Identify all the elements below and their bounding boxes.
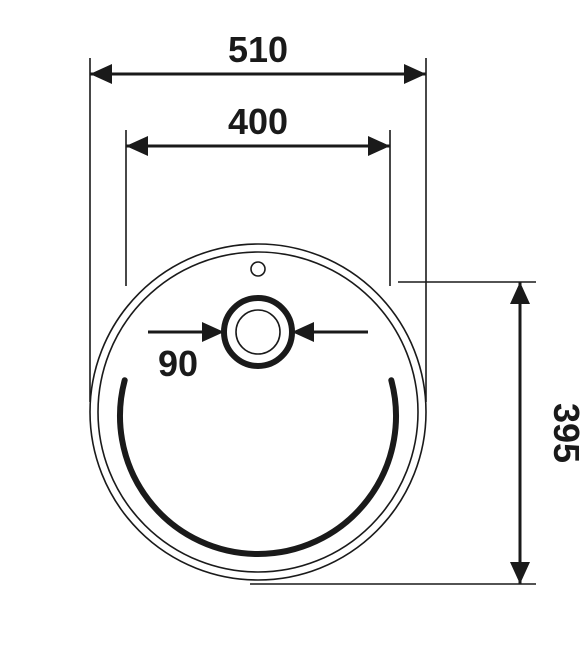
arrow-height-top [510, 282, 530, 304]
sink-dimension-diagram: 510 400 90 395 [0, 0, 582, 654]
label-inner-width: 400 [228, 101, 288, 142]
label-drain-diameter: 90 [158, 343, 198, 384]
arrow-inner-left [126, 136, 148, 156]
arrow-outer-left [90, 64, 112, 84]
arrow-height-bottom [510, 562, 530, 584]
arrow-drain-right [292, 322, 314, 342]
sink-bowl-arc [120, 380, 396, 554]
arrow-outer-right [404, 64, 426, 84]
label-outer-width: 510 [228, 29, 288, 70]
arrow-drain-left [202, 322, 224, 342]
tap-hole [251, 262, 265, 276]
sink-outer-rim [90, 244, 426, 580]
drain-outer-ring [224, 298, 292, 366]
arrow-inner-right [368, 136, 390, 156]
label-height: 395 [546, 403, 582, 463]
